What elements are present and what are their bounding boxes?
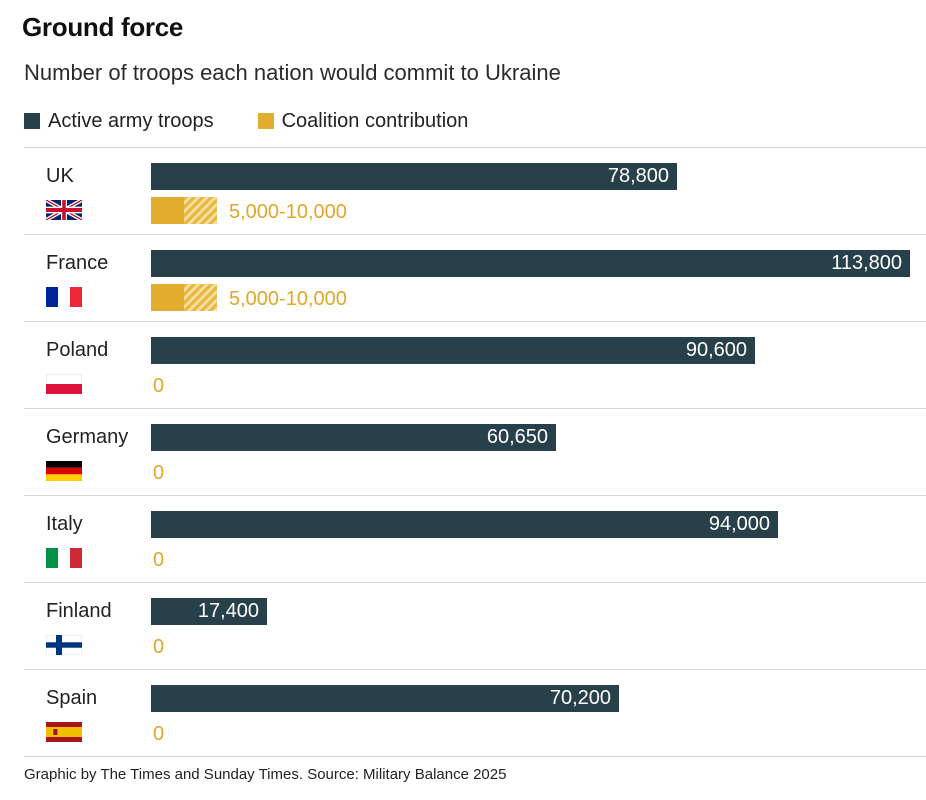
bar-coalition-range-france (184, 284, 217, 311)
bar-value-label-italy: 94,000 (708, 513, 770, 535)
legend-label-active: Active army troops (48, 109, 214, 132)
flag-germany-icon (46, 461, 82, 481)
bar-value-label-uk: 78,800 (607, 165, 669, 187)
chart-subtitle: Number of troops each nation would commi… (24, 60, 561, 85)
row-spain: Spain 70,200 0 (24, 669, 926, 757)
bar-coalition-min-france (151, 284, 184, 311)
row-poland: Poland 90,600 0 (24, 321, 926, 408)
bar-value-label-spain: 70,200 (549, 687, 611, 709)
bar-value-label-finland: 17,400 (197, 600, 259, 622)
country-label-italy: Italy (46, 513, 83, 535)
bar-active-poland: 90,600 (151, 337, 755, 364)
row-uk: UK 78,800 5,000-10,000 (24, 147, 926, 234)
coalition-value-label-italy: 0 (153, 549, 165, 571)
bar-value-label-france: 113,800 (831, 252, 902, 274)
bar-coalition-uk (151, 197, 217, 224)
bar-active-france: 113,800 (151, 250, 910, 277)
row-germany: Germany 60,650 0 (24, 408, 926, 495)
legend: Active army troops Coalition contributio… (24, 108, 512, 134)
flag-italy-icon (46, 548, 82, 568)
chart-title: Ground force (22, 12, 184, 42)
bar-active-finland: 17,400 (151, 598, 267, 625)
flag-france-icon (46, 287, 82, 307)
bar-active-germany: 60,650 (151, 424, 556, 451)
flag-poland-icon (45, 373, 83, 395)
country-label-finland: Finland (46, 600, 112, 622)
bar-active-uk: 78,800 (151, 163, 677, 190)
country-label-germany: Germany (46, 426, 129, 448)
country-label-spain: Spain (46, 687, 98, 709)
legend-label-coalition: Coalition contribution (281, 109, 469, 132)
coalition-value-label-uk: 5,000-10,000 (229, 201, 347, 223)
bar-coalition-min-uk (151, 197, 184, 224)
flag-spain-icon (46, 722, 82, 742)
coalition-value-label-poland: 0 (153, 375, 165, 397)
row-france: France 113,800 5,000-10,000 (24, 234, 926, 321)
source-footer: Graphic by The Times and Sunday Times. S… (24, 766, 507, 783)
bar-coalition-range-uk (184, 197, 217, 224)
bar-coalition-france (151, 284, 217, 311)
legend-item-active: Active army troops (24, 110, 214, 133)
legend-swatch-active (24, 113, 40, 129)
flag-uk-icon (45, 198, 83, 222)
row-italy: Italy 94,000 0 (24, 495, 926, 582)
legend-swatch-coalition (257, 113, 274, 129)
coalition-value-label-germany: 0 (153, 462, 165, 484)
flag-finland-icon (45, 634, 83, 656)
country-label-poland: Poland (46, 339, 109, 361)
bar-value-label-germany: 60,650 (486, 426, 548, 448)
bar-active-italy: 94,000 (151, 511, 778, 538)
legend-item-coalition: Coalition contribution (257, 109, 469, 133)
row-finland: Finland 17,400 0 (24, 582, 926, 669)
coalition-value-label-finland: 0 (153, 636, 165, 658)
country-label-france: France (46, 252, 109, 274)
bar-value-label-poland: 90,600 (685, 339, 747, 361)
chart-rows: UK 78,800 5,000-10,000 France 113,800 5,000… (24, 147, 926, 757)
coalition-value-label-spain: 0 (153, 723, 165, 745)
bar-active-spain: 70,200 (151, 685, 619, 712)
coalition-value-label-france: 5,000-10,000 (229, 288, 347, 310)
country-label-uk: UK (46, 165, 74, 187)
